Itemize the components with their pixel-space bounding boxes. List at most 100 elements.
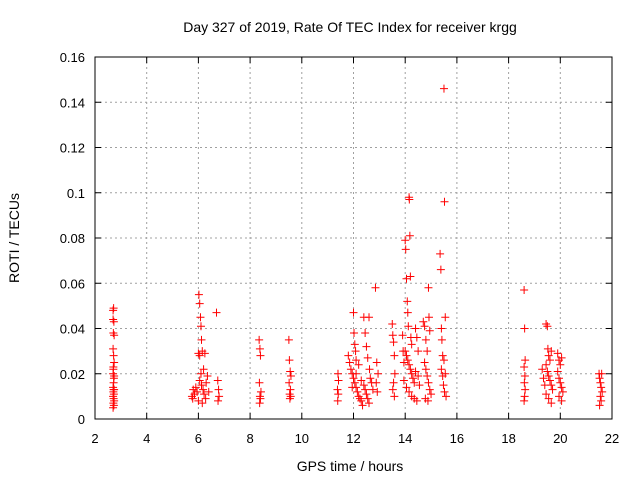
- data-point-plus: [363, 394, 372, 403]
- data-point-plus: [547, 347, 556, 356]
- data-point-plus: [344, 351, 353, 360]
- y-tick-label: 0: [78, 412, 85, 427]
- data-point-plus: [346, 365, 355, 374]
- data-point-plus: [198, 399, 207, 408]
- data-point-plus: [285, 394, 294, 403]
- data-point-plus: [553, 367, 562, 376]
- data-point-plus: [545, 356, 554, 365]
- data-point-plus: [215, 392, 224, 401]
- data-point-plus: [199, 385, 208, 394]
- data-point-plus: [596, 392, 605, 401]
- data-point-plus: [334, 390, 343, 399]
- data-point-plus: [398, 331, 407, 340]
- data-point-plus: [401, 236, 410, 245]
- data-point-plus: [425, 326, 434, 335]
- data-point-plus: [405, 360, 414, 369]
- data-point-plus: [286, 385, 295, 394]
- data-point-plus: [557, 353, 566, 362]
- data-point-plus: [213, 376, 222, 385]
- data-point-plus: [388, 385, 397, 394]
- data-point-plus: [199, 365, 208, 374]
- data-point-plus: [214, 385, 223, 394]
- data-point-plus: [414, 372, 423, 381]
- data-point-plus: [191, 383, 200, 392]
- data-point-plus: [598, 387, 607, 396]
- data-point-plus: [350, 378, 359, 387]
- data-point-plus: [597, 396, 606, 405]
- data-point-plus: [401, 245, 410, 254]
- data-point-plus: [361, 329, 370, 338]
- data-point-plus: [437, 365, 446, 374]
- data-point-plus: [255, 335, 264, 344]
- data-point-plus: [200, 390, 209, 399]
- data-point-plus: [437, 324, 446, 333]
- data-point-plus: [421, 365, 430, 374]
- data-point-plus: [350, 340, 359, 349]
- data-point-plus: [423, 347, 432, 356]
- data-point-plus: [372, 358, 381, 367]
- data-point-plus: [333, 369, 342, 378]
- data-point-plus: [425, 385, 434, 394]
- data-point-plus: [109, 378, 118, 387]
- data-point-plus: [351, 347, 360, 356]
- data-point-plus: [109, 351, 118, 360]
- data-point-plus: [372, 378, 381, 387]
- data-point-plus: [407, 340, 416, 349]
- data-point-plus: [255, 399, 264, 408]
- data-point-plus: [405, 195, 414, 204]
- data-point-plus: [109, 344, 118, 353]
- data-point-plus: [556, 378, 565, 387]
- data-point-plus: [357, 376, 366, 385]
- data-point-plus: [544, 394, 553, 403]
- data-point-plus: [196, 313, 205, 322]
- data-point-plus: [402, 351, 411, 360]
- data-point-plus: [194, 290, 203, 299]
- y-tick-label: 0.14: [60, 95, 85, 110]
- data-point-plus: [362, 342, 371, 351]
- data-point-plus: [388, 319, 397, 328]
- data-point-plus: [555, 392, 564, 401]
- y-axis-title: ROTI / TECUs: [6, 193, 22, 283]
- data-point-plus: [365, 313, 374, 322]
- data-point-plus: [544, 351, 553, 360]
- data-point-plus: [195, 299, 204, 308]
- data-point-plus: [286, 372, 295, 381]
- data-point-plus: [538, 365, 547, 374]
- data-point-plus: [402, 383, 411, 392]
- data-point-plus: [334, 376, 343, 385]
- data-point-plus: [389, 378, 398, 387]
- data-point-plus: [441, 313, 450, 322]
- data-point-plus: [520, 286, 529, 295]
- y-tick-label: 0.06: [60, 276, 85, 291]
- data-point-plus: [286, 367, 295, 376]
- data-point-plus: [193, 387, 202, 396]
- data-point-plus: [556, 360, 565, 369]
- data-point-plus: [555, 374, 564, 383]
- y-tick-label: 0.16: [60, 50, 85, 65]
- data-point-plus: [212, 308, 221, 317]
- data-point-plus: [403, 297, 412, 306]
- data-point-plus: [406, 272, 415, 281]
- data-point-plus: [333, 385, 342, 394]
- data-point-plus: [365, 399, 374, 408]
- data-point-plus: [553, 349, 562, 358]
- data-point-plus: [521, 356, 530, 365]
- data-point-plus: [373, 387, 382, 396]
- data-point-plus: [441, 369, 450, 378]
- data-point-plus: [348, 383, 357, 392]
- x-tick-labels: 2 4 6 8 10 12 14 16 18 20 22: [91, 431, 619, 446]
- data-point-plus: [545, 376, 554, 385]
- data-point-plus: [401, 347, 410, 356]
- data-point-plus: [547, 399, 556, 408]
- data-point-plus: [197, 381, 206, 390]
- data-point-plus: [415, 381, 424, 390]
- data-point-plus: [203, 372, 212, 381]
- data-point-plus: [389, 338, 398, 347]
- data-point-plus: [255, 378, 264, 387]
- data-point-plus: [352, 356, 361, 365]
- x-tick-label: 8: [246, 431, 253, 446]
- data-point-plus: [421, 335, 430, 344]
- data-point-plus: [436, 249, 445, 258]
- data-point-plus: [201, 394, 210, 403]
